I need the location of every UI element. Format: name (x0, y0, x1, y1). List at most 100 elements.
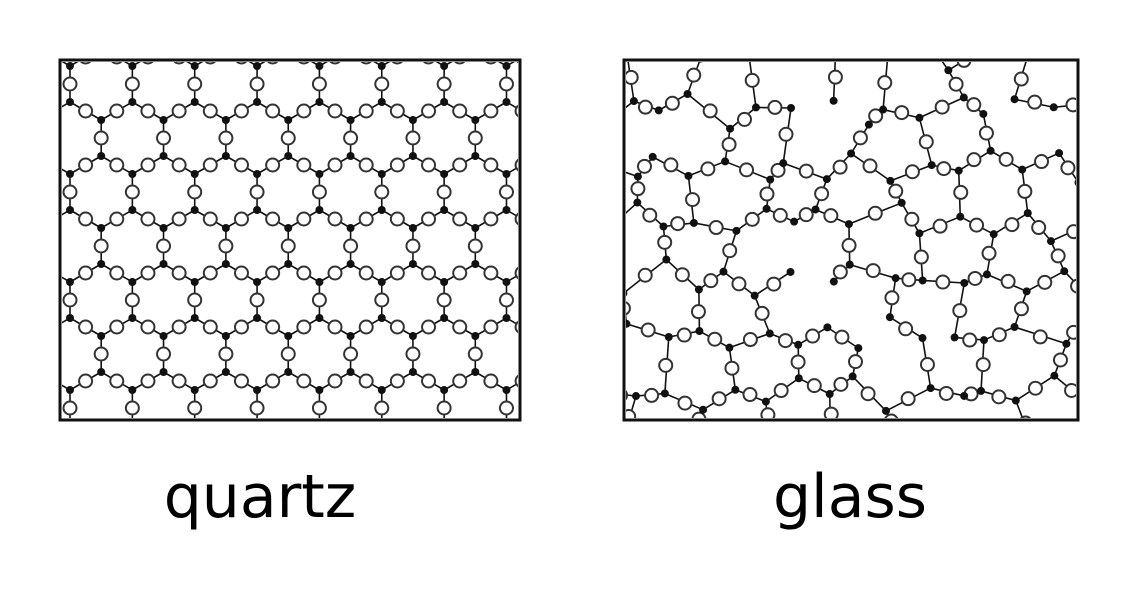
silicon-atom (190, 98, 199, 106)
silicon-atom (954, 166, 963, 175)
silicon-atom (159, 152, 168, 160)
oxygen-atom (436, 184, 452, 200)
silicon-atom (377, 386, 386, 394)
bond-line (62, 276, 71, 283)
oxygen-atom (62, 400, 78, 416)
oxygen-atom (173, 62, 185, 65)
silicon-atom (346, 260, 355, 268)
silicon-atom (440, 62, 449, 70)
oxygen-atom (109, 157, 125, 173)
glass-atoms (626, 62, 1076, 418)
oxygen-atom (938, 385, 954, 401)
oxygen-atom (766, 276, 782, 292)
quartz-caption: quartz (163, 462, 357, 532)
silicon-atom (694, 285, 703, 294)
silicon-atom (377, 314, 386, 322)
oxygen-atom (934, 99, 950, 115)
oxygen-atom (202, 211, 218, 227)
silicon-atom (879, 105, 888, 114)
oxygen-atom (1052, 352, 1068, 368)
oxygen-atom (674, 267, 690, 283)
silicon-atom (221, 116, 230, 124)
bond-line (69, 62, 79, 67)
silicon-atom (766, 175, 775, 184)
silicon-atom (471, 152, 480, 160)
silicon-atom (626, 319, 631, 328)
oxygen-atom (265, 373, 281, 389)
oxygen-atom (1066, 224, 1076, 240)
oxygen-atom (343, 346, 359, 362)
oxygen-atom (109, 103, 125, 119)
silicon-atom (822, 175, 831, 184)
oxygen-atom (772, 207, 788, 223)
silicon-atom (732, 226, 741, 235)
silicon-atom (284, 260, 293, 268)
silicon-atom (847, 149, 856, 158)
oxygen-atom (483, 157, 499, 173)
oxygen-atom (249, 400, 265, 416)
oxygen-atom (827, 69, 843, 85)
silicon-atom (377, 206, 386, 214)
bond-line (443, 62, 453, 67)
bond-line (62, 168, 71, 175)
oxygen-atom (967, 270, 983, 286)
silicon-atom (881, 406, 890, 415)
oxygen-atom (904, 164, 920, 180)
bond-line (506, 62, 516, 67)
silicon-atom (502, 98, 511, 106)
oxygen-atom (739, 162, 755, 178)
oxygen-atom (814, 186, 830, 202)
silicon-atom (128, 314, 137, 322)
oxygen-atom (637, 267, 653, 283)
oxygen-atom (936, 161, 952, 177)
oxygen-atom (80, 62, 92, 65)
silicon-atom (97, 332, 106, 340)
silicon-atom (1018, 165, 1027, 174)
oxygen-atom (360, 62, 372, 65)
oxygen-atom (1070, 278, 1076, 294)
silicon-atom (315, 98, 324, 106)
oxygen-atom (862, 158, 878, 174)
bond-line (506, 166, 518, 175)
oxygen-atom (280, 346, 296, 362)
oxygen-atom (452, 157, 468, 173)
silicon-atom (1023, 209, 1032, 218)
oxygen-atom (798, 163, 814, 179)
oxygen-atom (374, 184, 390, 200)
oxygen-atom (498, 292, 514, 308)
oxygen-atom (953, 184, 969, 200)
oxygen-atom (707, 331, 723, 347)
oxygen-atom (913, 249, 929, 265)
oxygen-atom (218, 346, 234, 362)
silicon-atom (1011, 396, 1020, 405)
silicon-atom (159, 332, 168, 340)
oxygen-atom (327, 265, 343, 281)
oxygen-atom (498, 184, 514, 200)
silicon-atom (845, 260, 854, 269)
silicon-atom (346, 332, 355, 340)
oxygen-atom (187, 292, 203, 308)
oxygen-atom (626, 408, 637, 418)
glass-network-diagram (622, 58, 1080, 422)
silicon-atom (779, 159, 788, 168)
silicon-atom (979, 336, 988, 345)
oxygen-atom (514, 212, 518, 226)
oxygen-atom (140, 319, 156, 335)
oxygen-atom (391, 62, 403, 65)
oxygen-atom (296, 157, 312, 173)
oxygen-atom (1037, 274, 1053, 290)
silicon-atom (253, 206, 262, 214)
oxygen-atom (78, 373, 94, 389)
bond-line (248, 62, 258, 67)
oxygen-atom (374, 292, 390, 308)
oxygen-atom (637, 99, 653, 115)
silicon-atom (502, 170, 511, 178)
silicon-atom (660, 389, 669, 398)
silicon-atom (654, 106, 663, 115)
silicon-atom (315, 206, 324, 214)
silicon-atom (751, 103, 760, 112)
silicon-atom (190, 314, 199, 322)
oxygen-atom (935, 274, 951, 290)
oxygen-atom (78, 157, 94, 173)
silicon-atom (253, 386, 262, 394)
